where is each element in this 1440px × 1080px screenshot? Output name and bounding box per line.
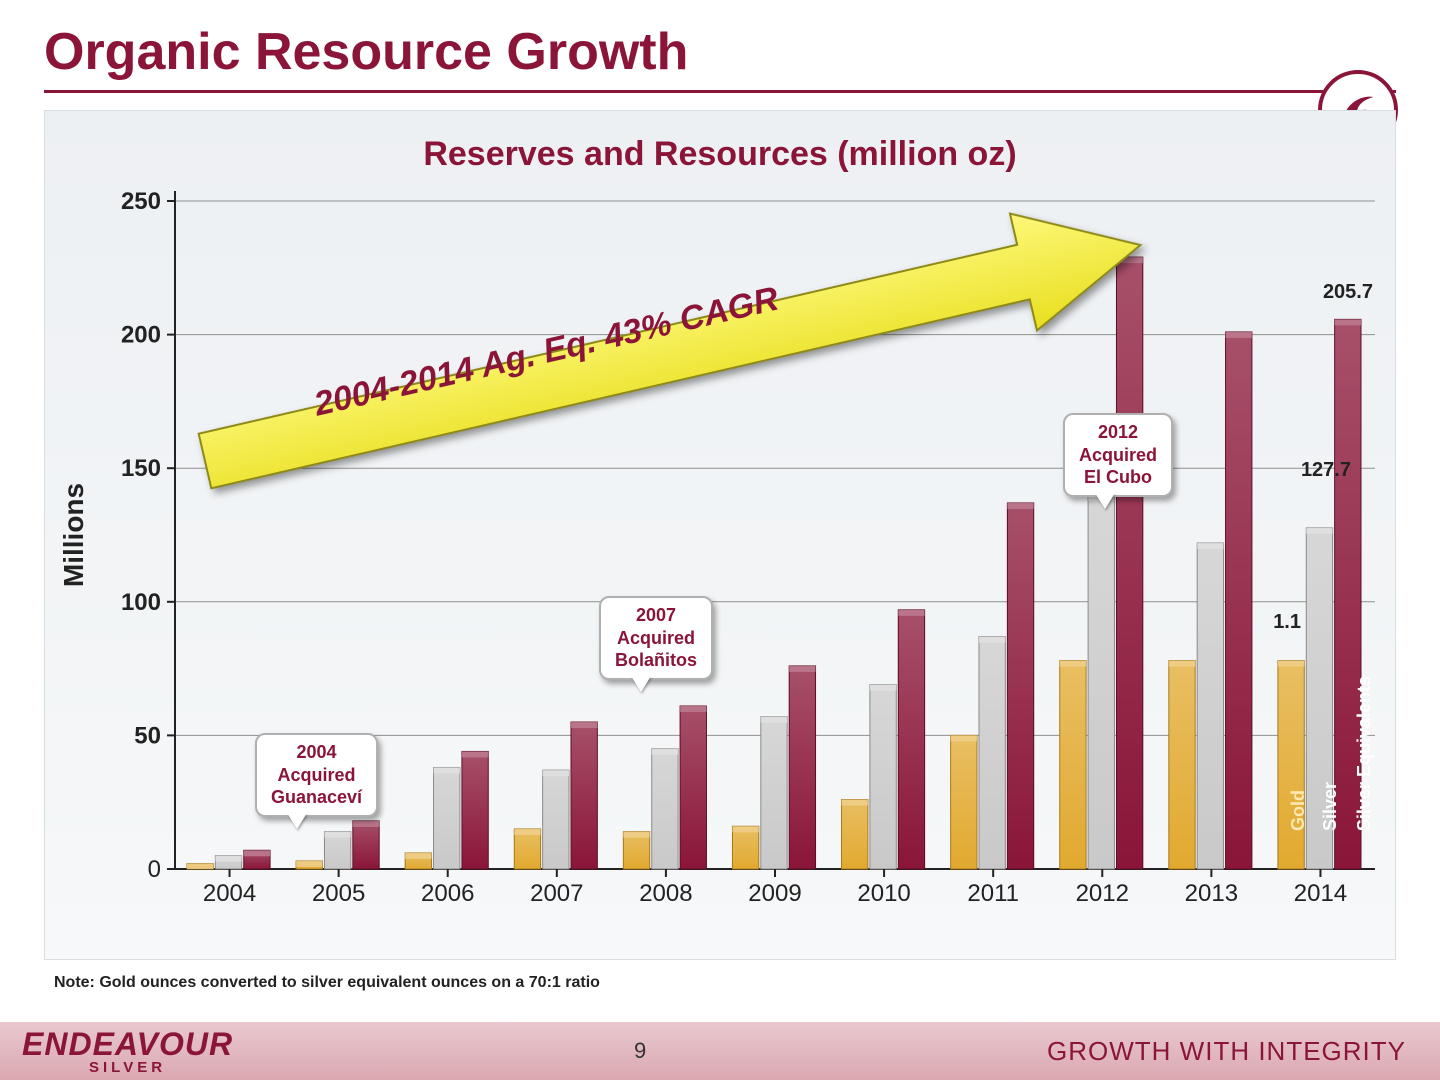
footer-bar: ENDEAVOUR SILVER 9 GROWTH WITH INTEGRITY [0,1022,1440,1080]
slide: Organic Resource Growth Reserves and Res… [0,0,1440,1080]
brand-name: ENDEAVOUR [22,1026,233,1063]
callout-1: 2007AcquiredBolañitos [599,596,713,680]
series-label-gold: Gold [1288,790,1309,831]
title-rule [44,90,1396,93]
series-label-silver-eq: Silver Equivalents [1354,676,1375,831]
chart-footnote: Note: Gold ounces converted to silver eq… [54,974,600,992]
data-label-silver-eq-2014: 205.7 [1323,281,1373,304]
page-number: 9 [233,1038,1047,1064]
callout-0: 2004AcquiredGuanaceví [255,733,378,817]
data-label-gold-2014: 1.1 [1273,611,1301,634]
footer-tagline: GROWTH WITH INTEGRITY [1047,1036,1440,1067]
series-label-silver: Silver [1320,782,1341,831]
cagr-arrow: 2004-2014 Ag. Eq. 43% CAGR [45,111,1395,959]
callout-2: 2012AcquiredEl Cubo [1063,413,1173,497]
chart-panel: Reserves and Resources (million oz) 0501… [44,110,1396,960]
brand-block: ENDEAVOUR SILVER [0,1026,233,1076]
page-title: Organic Resource Growth [0,0,1440,90]
data-label-silver-2014: 127.7 [1301,459,1351,482]
